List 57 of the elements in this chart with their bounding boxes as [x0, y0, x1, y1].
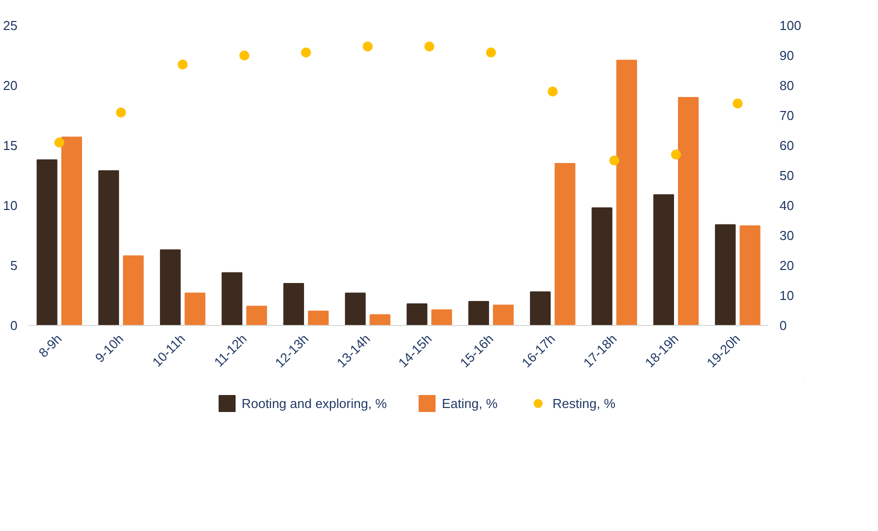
bar — [554, 163, 576, 326]
point — [671, 150, 681, 160]
y2-tick-label: 20 — [780, 258, 794, 273]
bar — [61, 136, 82, 326]
bar — [714, 224, 736, 326]
bar — [370, 314, 390, 326]
point — [609, 156, 620, 166]
y2-tick-label: 10 — [780, 288, 794, 303]
legend-label: Rooting and exploring, % — [242, 396, 387, 410]
y-tick-label: 10 — [3, 198, 18, 213]
y2-tick-label: 80 — [780, 78, 794, 93]
y2-tick-label: 50 — [780, 168, 794, 183]
y2-tick-label: 30 — [780, 228, 794, 243]
y-tick-label: 25 — [3, 18, 18, 33]
point — [178, 60, 188, 70]
bar — [36, 159, 58, 326]
bar — [122, 255, 144, 326]
y2-tick-label: 100 — [780, 18, 802, 33]
bar — [283, 283, 304, 326]
bar — [740, 225, 760, 326]
point — [362, 42, 373, 52]
legend-label: Resting, % — [552, 396, 616, 410]
y-tick-label: 15 — [3, 138, 18, 153]
point — [239, 50, 250, 60]
y-tick-label: 5 — [10, 258, 18, 273]
point — [732, 98, 743, 108]
y2-tick-label: 60 — [780, 138, 794, 153]
bar — [184, 292, 206, 326]
point — [116, 108, 126, 118]
bar — [678, 97, 699, 326]
point — [486, 48, 496, 58]
bar — [616, 60, 638, 326]
bar — [492, 304, 514, 326]
bar — [592, 207, 612, 326]
y-tick-label: 0 — [10, 318, 18, 333]
bar — [344, 292, 366, 326]
y2-tick-label: 70 — [780, 108, 794, 123]
point — [54, 138, 64, 148]
legend-label: Eating, % — [442, 396, 498, 410]
x-tick-label: 8-9h — [36, 331, 65, 360]
point — [301, 48, 311, 58]
point — [548, 86, 558, 96]
bar — [160, 249, 181, 326]
bar — [653, 194, 674, 326]
bar — [530, 291, 551, 326]
y-tick-label: 20 — [3, 78, 18, 93]
y2-tick-label: 90 — [780, 48, 794, 63]
y2-tick-label: 40 — [780, 198, 794, 213]
y2-tick-label: 0 — [780, 318, 787, 333]
bar — [308, 310, 329, 326]
bar — [468, 301, 490, 326]
bar — [406, 303, 428, 326]
bar — [98, 170, 120, 326]
bar — [246, 306, 268, 326]
bar — [222, 272, 242, 326]
point — [424, 42, 434, 52]
bar — [431, 309, 452, 326]
